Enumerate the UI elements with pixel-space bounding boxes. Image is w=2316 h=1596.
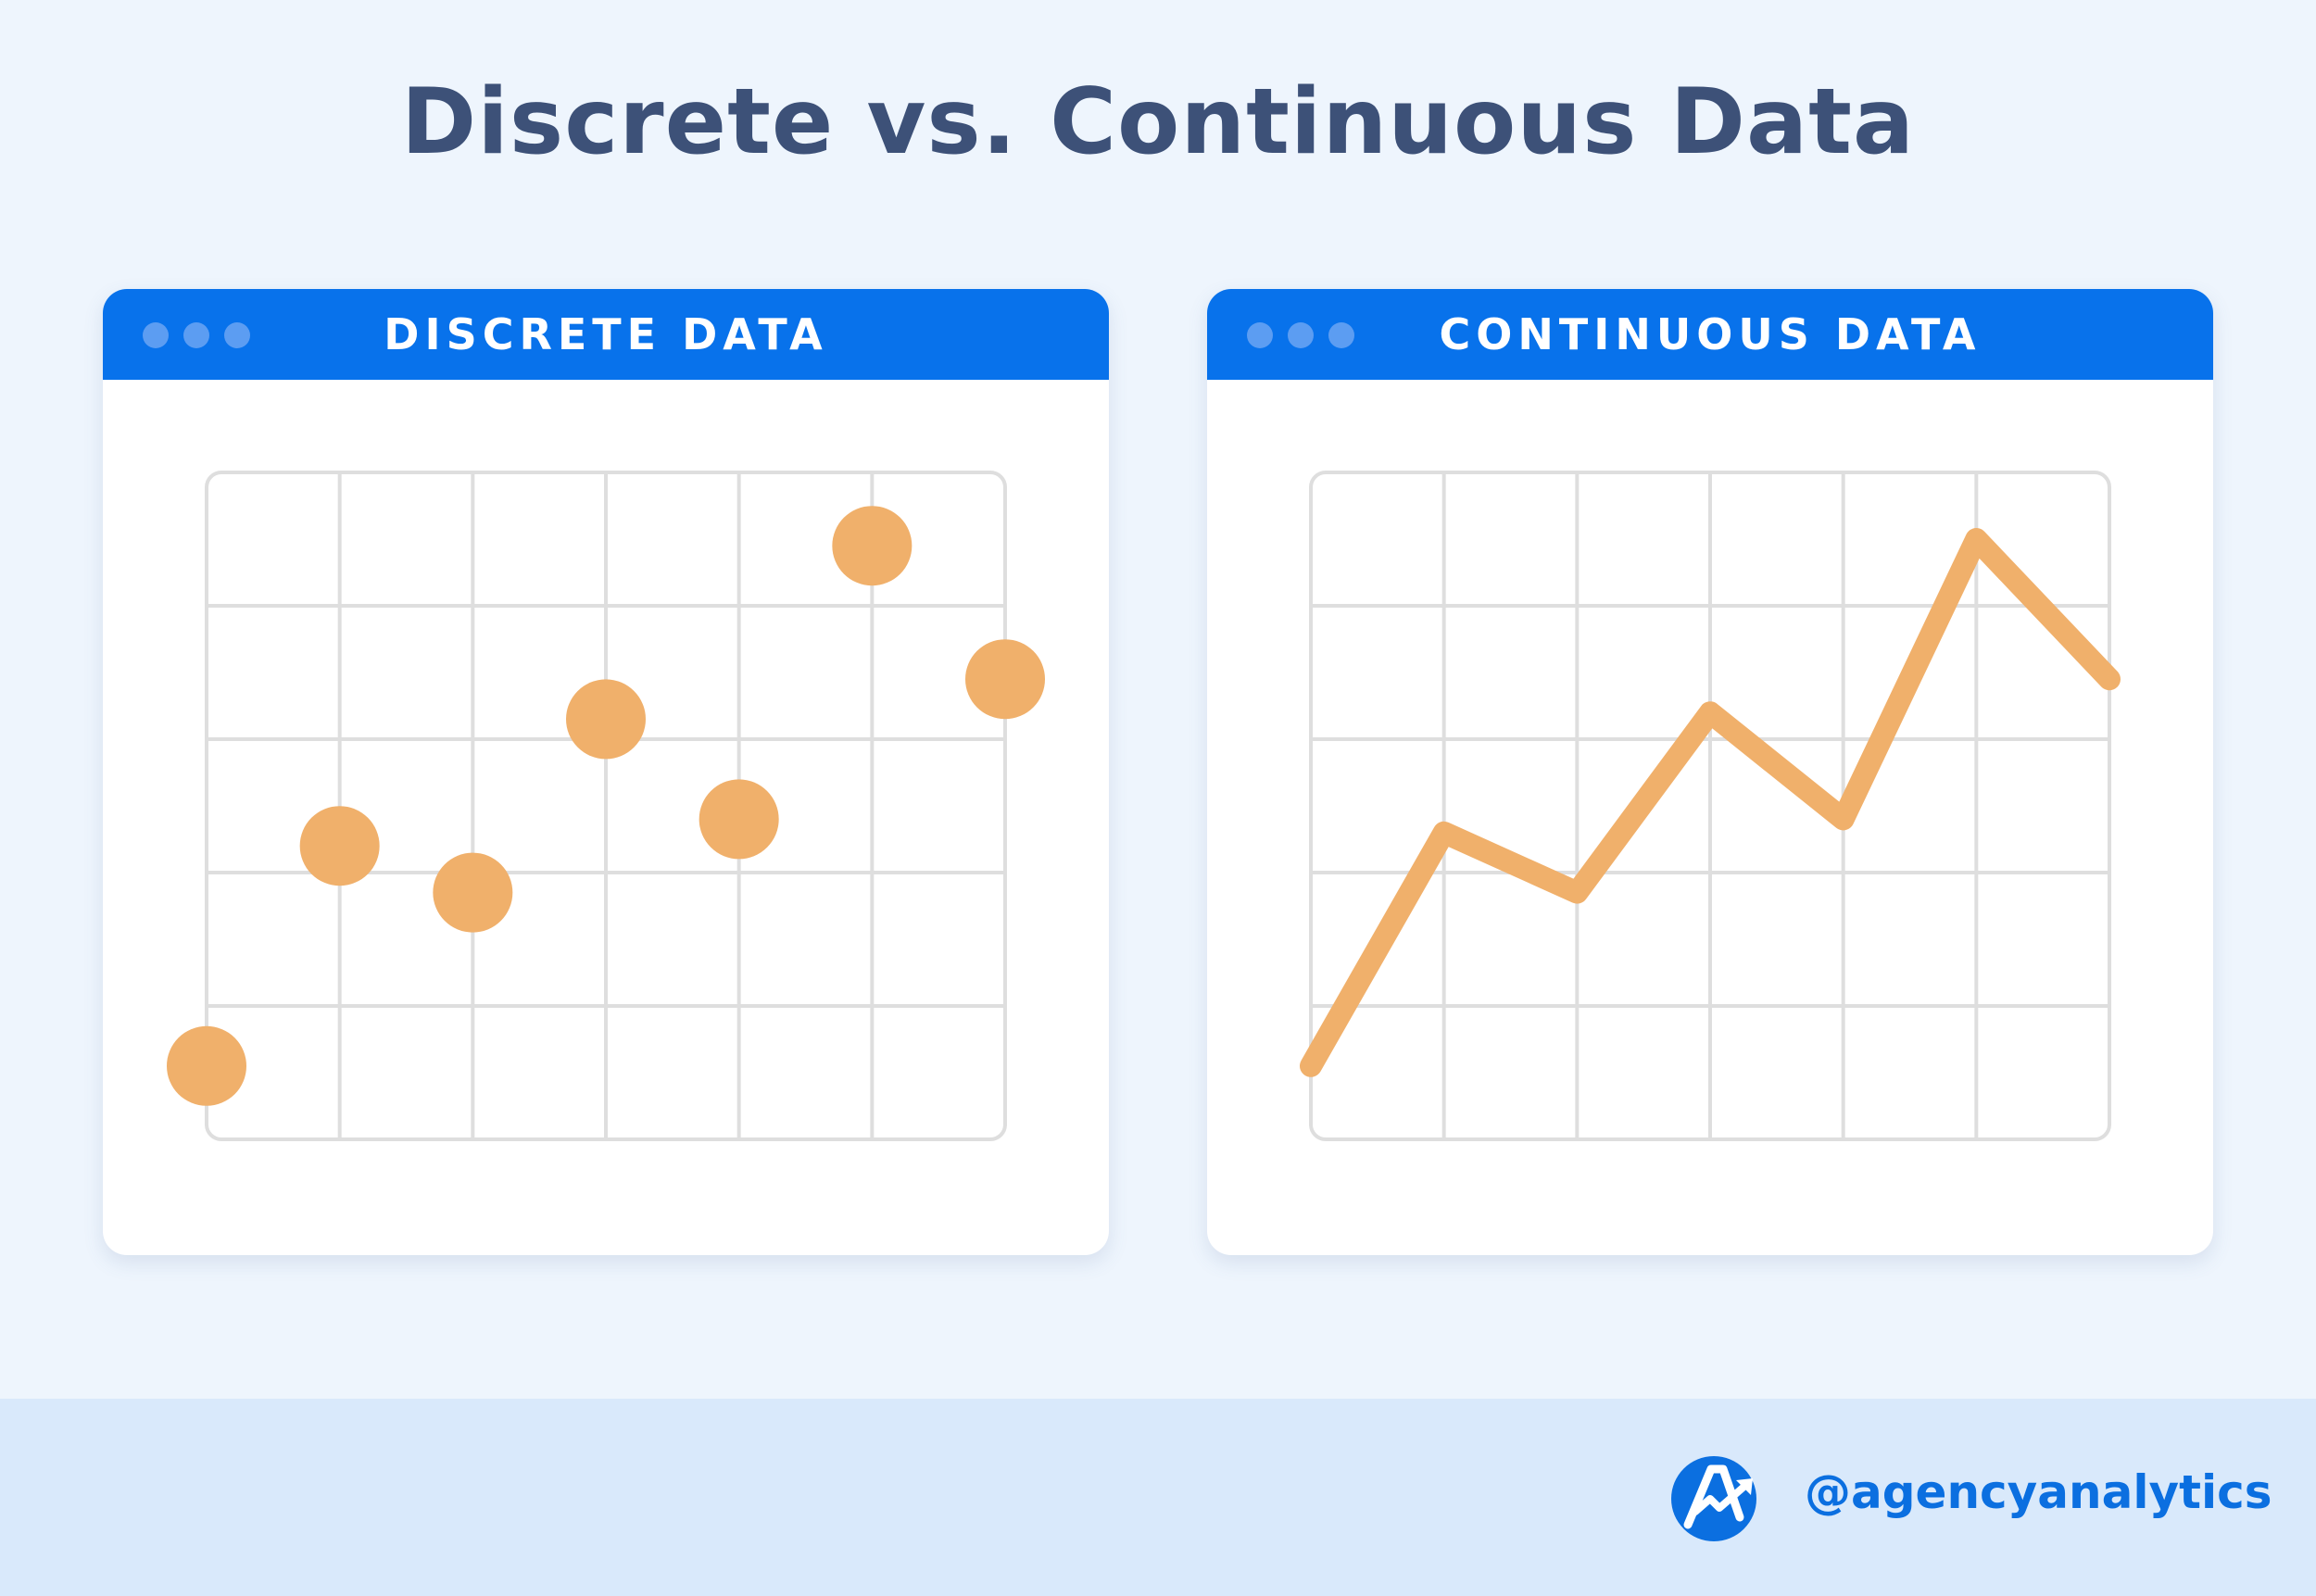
series-line (1300, 528, 2121, 1077)
page-title: Discrete vs. Continuous Data (400, 69, 1916, 175)
continuous-data-window: CONTINUOUS DATA (1207, 289, 2213, 1255)
continuous-data-chart (1300, 471, 2121, 1141)
data-point (433, 852, 513, 933)
window-title: DISCRETE DATA (384, 309, 828, 359)
window-header: DISCRETE DATA (103, 289, 1109, 380)
data-point (167, 1025, 246, 1106)
window-controls (143, 322, 250, 348)
window-dot-icon (1288, 322, 1314, 348)
window-dot-icon (224, 322, 250, 348)
data-point (832, 506, 913, 586)
window-controls (1247, 322, 1354, 348)
data-point (699, 779, 779, 860)
window-dot-icon (1328, 322, 1354, 348)
data-point (299, 806, 380, 886)
window-dot-icon (143, 322, 169, 348)
window-header: CONTINUOUS DATA (1207, 289, 2213, 380)
agencyanalytics-logo-icon (1671, 1456, 1756, 1541)
window-dot-icon (1247, 322, 1273, 348)
brand-handle: @agencyanalytics (1805, 1465, 2272, 1519)
data-point (965, 639, 1045, 720)
discrete-data-chart (167, 471, 1045, 1141)
footer: @agencyanalytics (0, 1399, 2316, 1596)
window-title: CONTINUOUS DATA (1439, 309, 1982, 359)
discrete-data-window: DISCRETE DATA (103, 289, 1109, 1255)
window-dot-icon (183, 322, 209, 348)
data-point (566, 679, 646, 760)
